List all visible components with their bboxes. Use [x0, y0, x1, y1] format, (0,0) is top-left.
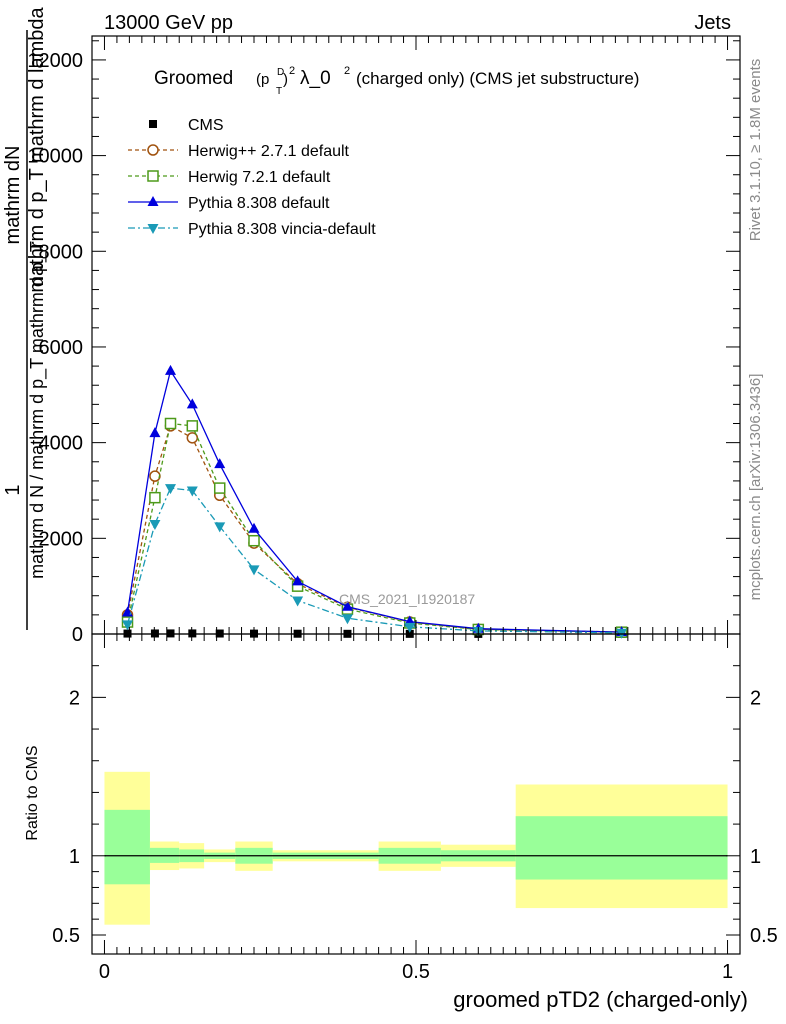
- legend-label-herwig7: Herwig 7.2.1 default: [188, 169, 331, 186]
- ylabel-numerator-dn: mathrm dN: [2, 146, 24, 245]
- legend-entry-herwigpp: Herwig++ 2.7.1 default: [128, 143, 350, 160]
- ratio-plot-data: [104, 771, 728, 925]
- legend-label-cms: CMS: [188, 117, 224, 134]
- legend-marker-cms: [149, 120, 157, 128]
- legend: CMS Herwig++ 2.7.1 default Herwig 7.2.1 de…: [128, 117, 376, 238]
- main-axes: 0 2000 4000 6000 8000 10000 12000: [27, 35, 741, 646]
- mcplots-label: mcplots.cern.ch [arXiv:1306.3436]: [747, 374, 764, 601]
- title-exp2: 2: [344, 65, 350, 77]
- point-vincia-1: [149, 519, 161, 530]
- ratio-band-inner-8: [515, 816, 728, 880]
- ylabel-denominator-dl: mathrm d p_T mathrm d lambda: [26, 6, 48, 292]
- point-herwig7-3: [186, 420, 199, 432]
- ratio-y-label-right: 0.5: [750, 925, 778, 947]
- point-herwig7-1: [149, 491, 161, 504]
- title-rest: (charged only) (CMS jet substructure): [356, 69, 639, 88]
- series-line-herwigpp: [126, 424, 622, 633]
- header-jets: Jets: [694, 12, 731, 34]
- series-line-vincia: [126, 487, 622, 634]
- series-pythia: [122, 364, 628, 637]
- ratio-x-label: 1: [722, 961, 733, 983]
- ratio-y-label-right: 2: [750, 687, 761, 709]
- ratio-y-label-left: 1: [69, 846, 80, 868]
- ratio-y-label-left: 0.5: [52, 925, 80, 947]
- point-vincia-4: [214, 522, 226, 533]
- legend-entry-cms: CMS: [149, 117, 224, 134]
- y-tick-label: 8000: [39, 241, 84, 263]
- point-herwig7-4: [213, 482, 226, 494]
- title-close: ): [283, 71, 288, 88]
- legend-label-vincia: Pythia 8.308 vincia-default: [188, 221, 376, 238]
- y-tick-label: 12000: [27, 50, 83, 72]
- title-p-sub: T: [276, 86, 282, 97]
- analysis-watermark: CMS_2021_I1920187: [339, 591, 475, 607]
- legend-marker-vincia: [147, 224, 159, 234]
- ylabel-denominator: mathrm d N / mathrm d p_T mathrm d p_T: [27, 241, 48, 579]
- title-exp1: 2: [289, 65, 295, 77]
- ratio-x-label: 0: [99, 961, 110, 983]
- point-vincia-7: [341, 614, 353, 625]
- main-plot-data: [121, 364, 628, 639]
- point-vincia-6: [292, 596, 304, 607]
- ratio-x-label: 0.5: [402, 961, 430, 983]
- point-vincia-8: [404, 622, 416, 633]
- header-energy: 13000 GeV pp: [104, 12, 233, 34]
- point-herwigpp-1: [149, 470, 161, 482]
- ratio-y-label-right: 1: [750, 846, 761, 868]
- legend-marker-pythia: [147, 196, 159, 206]
- series-vincia: [122, 484, 628, 639]
- y-tick-label: 0: [72, 624, 83, 646]
- title-lambda: λ_0: [300, 68, 331, 89]
- ylabel-one: 1: [2, 484, 24, 495]
- ratio-ylabel: Ratio to CMS: [24, 745, 41, 840]
- legend-label-pythia: Pythia 8.308 default: [188, 195, 330, 212]
- title-word: Groomed: [154, 68, 233, 89]
- point-vincia-2: [165, 484, 177, 495]
- point-pythia-1: [149, 427, 161, 438]
- y-tick-label: 6000: [39, 337, 84, 359]
- point-vincia-0: [122, 620, 134, 631]
- ratio-xlabel: groomed pTD2 (charged-only): [453, 987, 748, 1012]
- y-tick-label: 2000: [39, 528, 84, 550]
- ratio-y-label-left: 2: [69, 687, 80, 709]
- point-pythia-7: [341, 600, 353, 611]
- legend-label-herwigpp: Herwig++ 2.7.1 default: [188, 143, 350, 160]
- legend-marker-herwig7: [147, 170, 159, 182]
- legend-marker-herwigpp: [147, 144, 159, 156]
- point-pythia-2: [165, 364, 177, 375]
- main-ylabel: mathrm d N / mathrm d p_T mathrm d p_T m…: [2, 6, 48, 630]
- title-p: (p: [256, 71, 269, 88]
- point-pythia-6: [292, 575, 304, 586]
- point-vincia-3: [186, 486, 198, 497]
- point-herwig7-2: [164, 417, 177, 430]
- y-tick-label: 4000: [39, 433, 84, 455]
- point-herwig7-5: [248, 534, 260, 547]
- ratio-axes: 0.5 0.5 1 1 2 2 0 0.5 1: [52, 633, 778, 983]
- rivet-label: Rivet 3.1.10, ≥ 1.8M events: [747, 59, 764, 242]
- point-pythia-5: [248, 522, 260, 533]
- point-pythia-4: [214, 458, 226, 469]
- legend-entry-pythia: Pythia 8.308 default: [128, 195, 330, 212]
- y-tick-label: 10000: [27, 146, 83, 168]
- point-pythia-3: [186, 398, 198, 409]
- legend-entry-vincia: Pythia 8.308 vincia-default: [128, 221, 376, 238]
- legend-entry-herwig7: Herwig 7.2.1 default: [128, 169, 331, 186]
- point-vincia-5: [248, 565, 260, 576]
- title-p-sup: D: [277, 67, 284, 78]
- plot-title: Groomed (p D T ) 2 λ_0 2 (charged only) …: [154, 65, 639, 97]
- ratio-band-inner-0: [104, 809, 150, 885]
- series-line-herwig7: [126, 422, 622, 633]
